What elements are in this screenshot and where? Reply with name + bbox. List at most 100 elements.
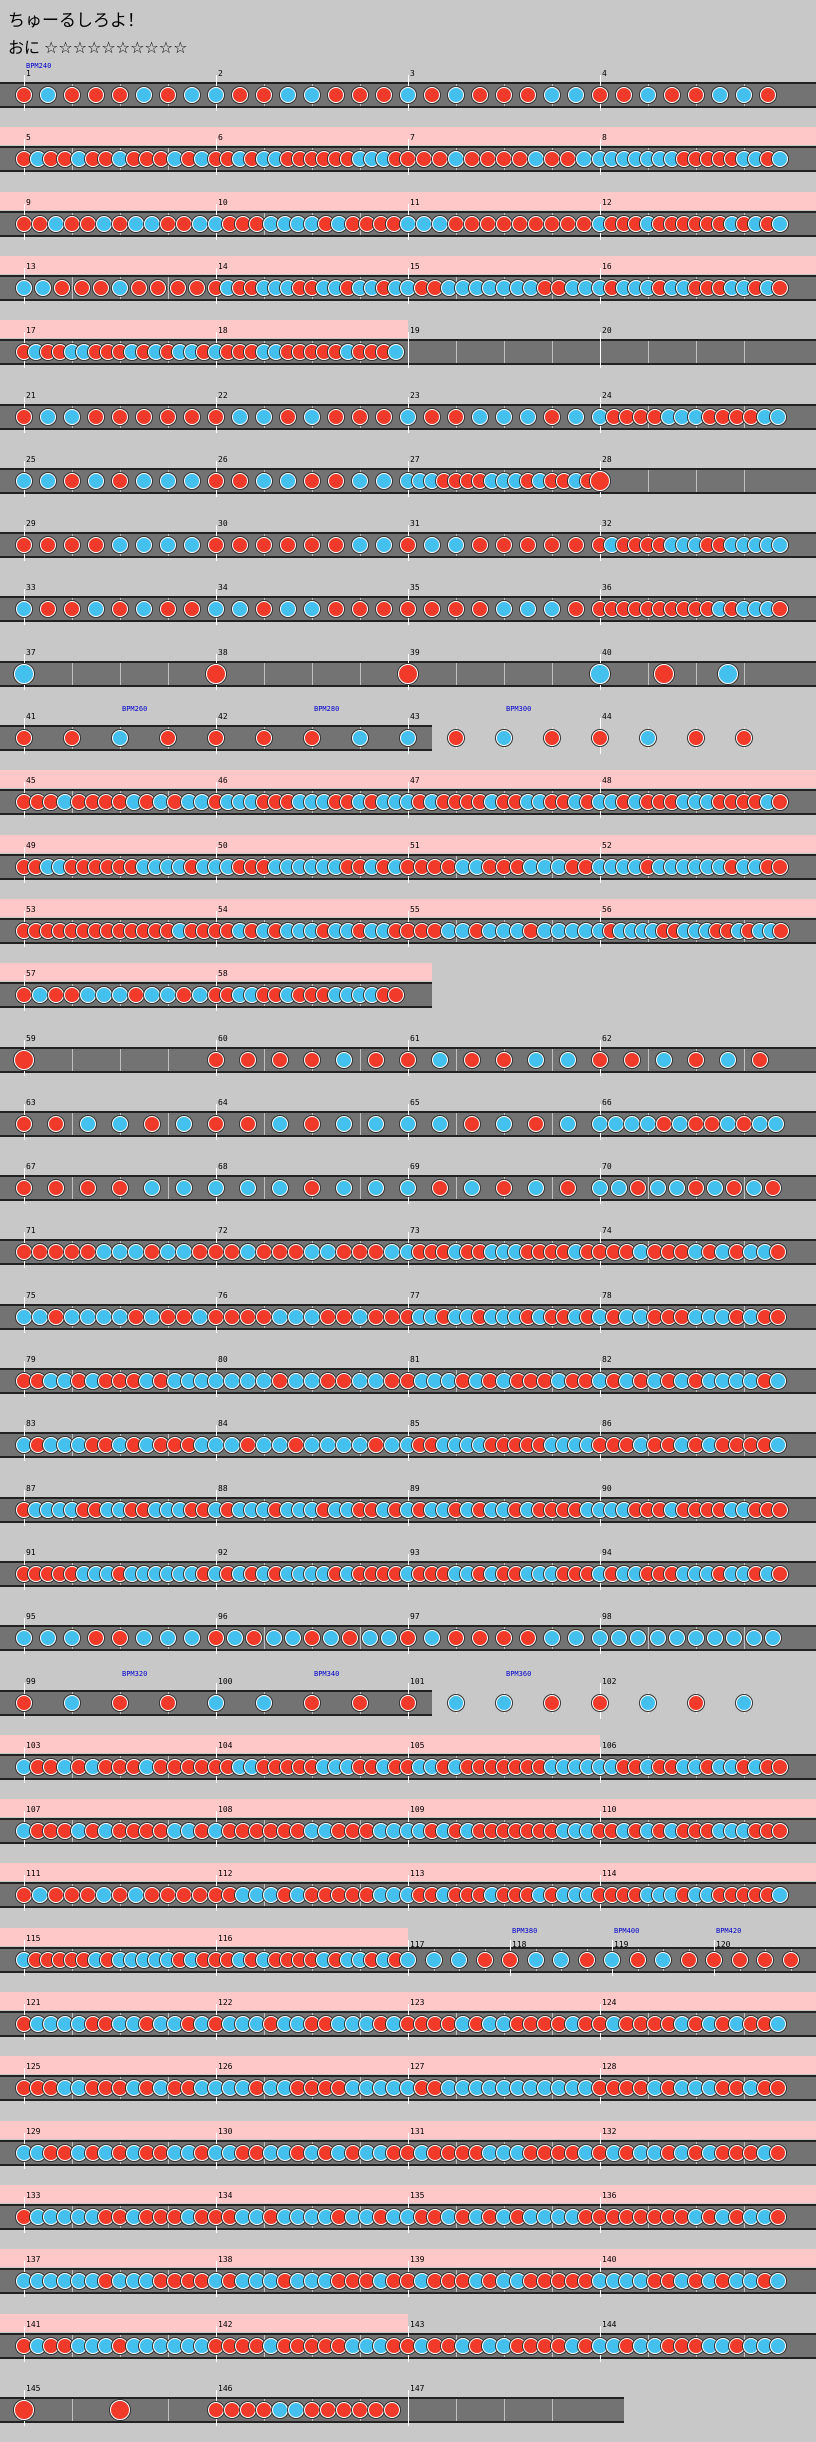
measure-number: 121 (26, 1998, 41, 2007)
ka-note (520, 408, 536, 425)
measure-number: 34 (218, 583, 228, 593)
don-note (400, 537, 416, 554)
gogo-band (0, 191, 216, 210)
measure-number: 6 (218, 133, 223, 143)
measure-number: 114 (602, 1869, 617, 1879)
don-note (304, 1115, 320, 1132)
gogo-band (408, 191, 600, 210)
don-note (160, 215, 176, 232)
beat-line (264, 1112, 265, 1135)
measure-number: 10 (218, 197, 228, 207)
gogo-band (408, 1734, 600, 1753)
don-note (502, 1951, 518, 1968)
gogo-band (408, 127, 600, 146)
chart-row: 59 60 61 62 (0, 1028, 816, 1092)
ka-note (451, 1951, 467, 1968)
beat-line (72, 2398, 73, 2421)
don-note (528, 1115, 544, 1132)
ka-note (772, 537, 788, 554)
don-note (352, 408, 368, 425)
ka-note (272, 1180, 288, 1197)
don-note (376, 408, 392, 425)
measure-number: 54 (218, 904, 228, 914)
ka-note (400, 87, 416, 103)
don-note (464, 1115, 480, 1132)
measure-number: 98 (602, 1612, 612, 1622)
measure-number: 144 (602, 2319, 617, 2329)
beat-line (552, 1048, 553, 1071)
don-note (544, 537, 560, 554)
ka-note (496, 408, 512, 425)
beat-line (168, 662, 169, 685)
ka-note (712, 87, 728, 103)
don-note (64, 215, 80, 232)
measure-number: 56 (602, 904, 612, 914)
don-note (512, 151, 528, 168)
don-note (544, 151, 560, 168)
ka-note (568, 87, 584, 103)
don-note (208, 1051, 224, 1068)
ka-note (592, 1180, 608, 1197)
don-note (352, 87, 368, 103)
ka-note (304, 1373, 320, 1389)
don-note (704, 1115, 720, 1132)
measure-number: 49 (26, 840, 36, 850)
don-note (336, 2401, 352, 2418)
ka-note (400, 1180, 416, 1197)
measure-number: 4 (602, 69, 607, 78)
ka-note (528, 151, 544, 168)
ka-note (272, 2401, 288, 2418)
ka-note (560, 1115, 576, 1132)
bpm-change-label: BPM380 (512, 1926, 538, 1935)
measure-number: 53 (26, 904, 36, 914)
measure-number: 134 (218, 2190, 233, 2200)
don-note (320, 2401, 336, 2418)
ka-note (590, 663, 610, 684)
ka-note (112, 1308, 128, 1325)
beat-line (264, 1177, 265, 1200)
chart-row: 33 34 35 36 (0, 577, 816, 641)
measure-number: 9 (26, 197, 31, 207)
don-note (528, 215, 544, 232)
don-note (680, 1951, 697, 1968)
beat-line (648, 1627, 649, 1650)
measure-number: 104 (218, 1740, 233, 1750)
ka-note (112, 279, 128, 296)
beat-line (744, 1627, 745, 1650)
beat-line (696, 662, 697, 685)
measure-number: 22 (218, 390, 228, 400)
measure-number: 127 (410, 2062, 425, 2072)
measure-number: 119 (614, 1939, 629, 1949)
don-note (400, 151, 416, 168)
ka-note (764, 1630, 781, 1647)
measure-number: 35 (410, 583, 420, 593)
ka-note (288, 2401, 304, 2418)
don-note (64, 601, 80, 618)
measure-number: 8 (602, 133, 607, 143)
ka-note (224, 1373, 240, 1389)
chart-row: 5 6 7 8 (0, 127, 816, 191)
don-note (232, 472, 248, 489)
measure-number: 101 (410, 1676, 425, 1686)
measure-number: 131 (410, 2126, 425, 2136)
ka-note (80, 1308, 96, 1325)
don-note (208, 472, 224, 489)
beat-line (648, 1048, 649, 1071)
measure-number: 29 (26, 519, 36, 529)
bpm-change-label: BPM280 (314, 705, 340, 713)
don-note (40, 601, 56, 618)
ka-note (40, 472, 56, 489)
ka-note (304, 87, 320, 103)
ka-note (96, 215, 112, 232)
ka-note (496, 730, 512, 746)
don-note (272, 1373, 288, 1389)
ka-note (304, 1308, 320, 1325)
don-note (496, 215, 512, 232)
measure-number: 28 (602, 454, 612, 464)
chart-row: 133 134 135 136 (0, 2184, 816, 2249)
measure-number: 140 (602, 2255, 617, 2265)
ka-note (656, 1051, 672, 1068)
don-note (770, 2144, 787, 2161)
don-note (160, 1308, 176, 1325)
don-note (16, 215, 32, 232)
